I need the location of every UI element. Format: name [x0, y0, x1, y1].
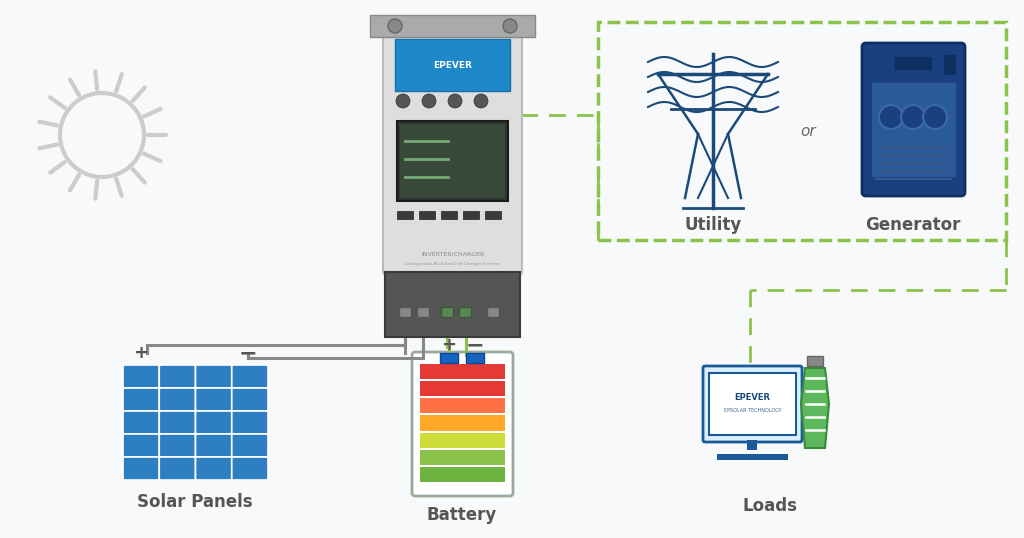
FancyBboxPatch shape — [196, 434, 231, 457]
Bar — [485, 211, 501, 219]
Bar — [807, 356, 823, 366]
FancyBboxPatch shape — [231, 411, 268, 434]
Bar — [395, 39, 510, 91]
Text: +: + — [133, 344, 148, 362]
FancyBboxPatch shape — [231, 457, 268, 480]
Bar — [441, 307, 453, 317]
Bar — [420, 433, 505, 448]
Text: Battery: Battery — [427, 506, 497, 524]
FancyBboxPatch shape — [160, 388, 196, 411]
FancyBboxPatch shape — [703, 366, 802, 442]
Bar — [420, 398, 505, 413]
FancyBboxPatch shape — [196, 457, 231, 480]
FancyBboxPatch shape — [196, 411, 231, 434]
Circle shape — [422, 94, 436, 108]
Bar — [598, 22, 1006, 240]
Circle shape — [474, 94, 488, 108]
Circle shape — [879, 105, 903, 129]
Text: EPEVER: EPEVER — [734, 393, 770, 402]
FancyBboxPatch shape — [196, 388, 231, 411]
Text: −: − — [239, 343, 257, 363]
FancyBboxPatch shape — [231, 434, 268, 457]
Circle shape — [901, 105, 925, 129]
FancyBboxPatch shape — [160, 457, 196, 480]
Circle shape — [503, 19, 517, 33]
Bar — [399, 307, 411, 317]
FancyBboxPatch shape — [123, 434, 160, 457]
FancyBboxPatch shape — [123, 457, 160, 480]
Polygon shape — [801, 368, 829, 448]
Text: EPEVER: EPEVER — [433, 60, 472, 69]
Bar — [420, 450, 505, 465]
Text: −: − — [466, 335, 484, 355]
FancyBboxPatch shape — [160, 411, 196, 434]
FancyBboxPatch shape — [123, 388, 160, 411]
FancyBboxPatch shape — [196, 365, 231, 388]
FancyBboxPatch shape — [123, 411, 160, 434]
Bar — [487, 307, 499, 317]
Text: Loads: Loads — [742, 497, 798, 515]
Text: Configurable AC/Solar/Grid Charger Inverter: Configurable AC/Solar/Grid Charger Inver… — [404, 262, 501, 266]
FancyBboxPatch shape — [231, 388, 268, 411]
FancyBboxPatch shape — [383, 35, 522, 274]
Bar — [871, 82, 956, 177]
Circle shape — [388, 19, 402, 33]
FancyBboxPatch shape — [412, 352, 513, 496]
Bar — [400, 124, 505, 198]
Bar — [397, 211, 413, 219]
Circle shape — [449, 94, 462, 108]
Bar — [397, 121, 508, 201]
Text: or: or — [800, 124, 816, 138]
Text: +: + — [441, 336, 457, 354]
Bar — [944, 55, 956, 75]
FancyBboxPatch shape — [160, 434, 196, 457]
Bar — [746, 440, 757, 450]
Bar — [420, 381, 505, 397]
Bar — [420, 415, 505, 430]
Text: INVERTER/CHARGER: INVERTER/CHARGER — [421, 251, 484, 257]
FancyBboxPatch shape — [862, 43, 965, 196]
FancyBboxPatch shape — [231, 365, 268, 388]
Bar — [385, 272, 520, 337]
Bar — [420, 364, 505, 379]
Text: Utility: Utility — [684, 216, 741, 234]
Bar — [417, 307, 429, 317]
Bar — [440, 353, 458, 363]
Circle shape — [396, 94, 410, 108]
Bar — [441, 211, 457, 219]
FancyBboxPatch shape — [123, 365, 160, 388]
Bar — [466, 353, 484, 363]
Bar — [709, 373, 796, 435]
Bar — [420, 467, 505, 482]
Bar — [463, 211, 479, 219]
Text: Generator: Generator — [865, 216, 961, 234]
Bar — [419, 211, 435, 219]
Bar — [717, 454, 788, 460]
Circle shape — [923, 105, 947, 129]
Bar — [459, 307, 471, 317]
Text: EPSOLAR TECHNOLOGY: EPSOLAR TECHNOLOGY — [724, 407, 781, 413]
Circle shape — [60, 93, 144, 177]
Bar — [370, 15, 535, 37]
Text: Solar Panels: Solar Panels — [137, 493, 253, 511]
FancyBboxPatch shape — [160, 365, 196, 388]
Polygon shape — [895, 57, 931, 69]
